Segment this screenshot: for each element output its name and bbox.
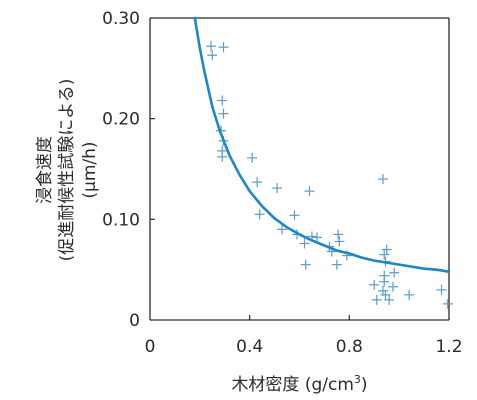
fit-curve [193,16,451,273]
data-point [247,152,258,163]
data-points [206,41,453,309]
data-point [217,95,228,106]
x-axis-label: 木材密度 (g/cm3) [231,373,367,395]
data-point [387,281,398,292]
axis-ticks: 0 0.4 0.8 1.2 0 0.10 0.20 0.30 [102,9,462,357]
data-point [272,183,283,194]
data-point [300,259,311,270]
y-tick-label: 0.20 [102,110,140,130]
data-point [379,249,390,260]
data-point [252,177,263,188]
data-point [218,42,229,53]
data-point [299,238,310,249]
x-tick-label: 0.4 [236,337,263,357]
data-point [436,284,447,295]
plot-frame [149,17,450,321]
data-point [377,285,388,296]
data-point [380,289,391,300]
data-point [379,276,390,287]
data-point [277,224,288,235]
data-point [377,174,388,185]
x-tick-label: 1.2 [435,337,462,357]
data-point [218,108,229,119]
data-point [207,50,218,61]
y-tick-label: 0.10 [102,210,140,230]
data-point [333,229,344,240]
data-point [304,186,315,197]
x-axis-label-main: 木材密度 (g/cm [231,375,353,395]
y-axis-label-line-2: (促進耐候性試験による) [57,79,77,262]
y-tick-label: 0 [129,311,140,331]
data-point [369,279,380,290]
data-point [381,244,392,255]
data-point [404,289,415,300]
x-axis-label-end: ) [361,375,368,395]
y-axis-label-line-1: 浸食速度 [35,136,55,204]
data-point [289,210,300,221]
data-point [311,232,322,243]
y-axis-label-line-3: (μm/h) [80,141,100,198]
data-point [389,267,400,278]
x-tick-label: 0 [145,337,156,357]
y-axis-label: 浸食速度 (促進耐候性試験による) (μm/h) [35,79,100,262]
data-point [334,236,345,247]
x-tick-label: 0.8 [336,337,363,357]
data-point [442,298,453,309]
data-point [254,209,265,220]
data-point [331,259,342,270]
data-point [384,294,395,305]
y-tick-label: 0.30 [102,9,140,29]
data-point [371,294,382,305]
x-axis-label-superscript: 3 [354,373,361,386]
data-point [217,151,228,162]
data-point [206,41,217,52]
